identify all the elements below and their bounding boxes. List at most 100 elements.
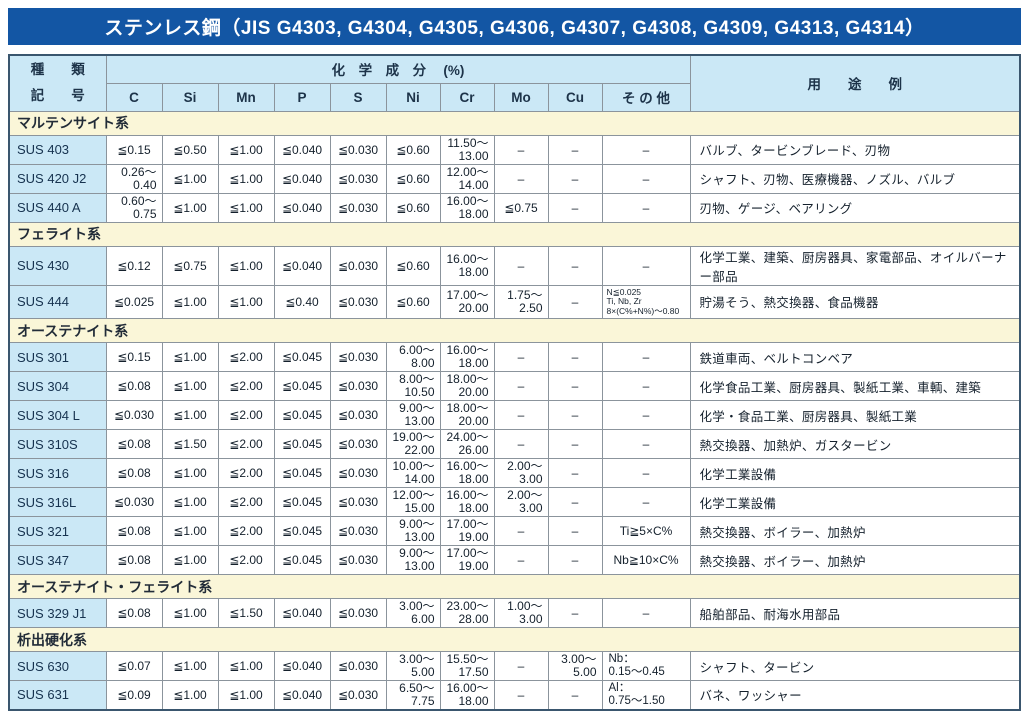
chem-value-cell: ≦1.00: [161, 371, 219, 401]
section-header: オーステナイト系: [8, 318, 1021, 343]
chem-value-cell: Nb： 0.15～0.45: [601, 651, 691, 681]
chem-value-cell: ≦0.040: [273, 651, 331, 681]
grade-code: SUS 403: [8, 134, 107, 165]
chem-value-cell: –: [493, 371, 549, 401]
grade-row: SUS 420 J2 0.26～ 0.40 ≦1.00 ≦1.00 ≦0.040 ≦0.03…: [8, 163, 1021, 194]
grade-code: SUS 304 L: [8, 400, 107, 430]
chem-value-cell: –: [547, 458, 603, 488]
chem-value-cell: ≦0.030: [105, 487, 163, 517]
chem-value-cell: ≦0.045: [273, 458, 331, 488]
page-title: ステンレス鋼（JIS G4303, G4304, G4305, G4306, G…: [8, 8, 1021, 45]
chem-value-cell: –: [493, 516, 549, 546]
chem-value-cell: 3.00～ 5.00: [547, 651, 603, 681]
chem-value-cell: ≦0.030: [329, 163, 387, 194]
table-header: 種 類 記 号 化 学 成 分 (%) 用 途 例 C Si Mn P S Ni…: [8, 54, 1021, 112]
chem-value-cell: 9.00～ 13.00: [385, 516, 441, 546]
chem-value-cell: ≦1.00: [161, 163, 219, 194]
grade-row: SUS 316L ≦0.030 ≦1.00 ≦2.00 ≦0.045 ≦0.030 12.0…: [8, 487, 1021, 517]
chem-value-cell: 23.00～ 28.00: [439, 598, 495, 628]
grade-code: SUS 420 J2: [8, 163, 107, 194]
chem-value-cell: 24.00～ 26.00: [439, 429, 495, 459]
grade-code: SUS 321: [8, 516, 107, 546]
chem-value-cell: ≦0.60: [385, 163, 441, 194]
chem-value-cell: ≦1.00: [161, 516, 219, 546]
chem-value-cell: –: [601, 371, 691, 401]
chem-value-cell: ≦1.00: [217, 284, 275, 319]
chem-value-cell: ≦0.08: [105, 516, 163, 546]
usage-cell: 化学工業、建築、厨房器具、家電部品、オイルバーナー部品: [689, 245, 1021, 286]
usage-cell: シャフト、タービン: [689, 651, 1021, 681]
chem-value-cell: 18.00～ 20.00: [439, 371, 495, 401]
chem-value-cell: 16.00～ 18.00: [439, 487, 495, 517]
chem-value-cell: ≦2.00: [217, 487, 275, 517]
grade-code: SUS 310S: [8, 429, 107, 459]
chem-value-cell: –: [493, 134, 549, 165]
usage-cell: 化学工業設備: [689, 458, 1021, 488]
section-row: フェライト系: [8, 221, 1021, 247]
chem-value-cell: –: [601, 192, 691, 223]
col-header-mn: Mn: [217, 82, 275, 112]
chem-value-cell: 2.00～ 3.00: [493, 458, 549, 488]
chem-value-cell: 9.00～ 13.00: [385, 545, 441, 575]
chem-value-cell: 16.00～ 18.00: [439, 458, 495, 488]
grade-row: SUS 316 ≦0.08 ≦1.00 ≦2.00 ≦0.045 ≦0.030 10.00～…: [8, 458, 1021, 488]
section-header: マルテンサイト系: [8, 110, 1021, 136]
chem-value-cell: ≦0.040: [273, 598, 331, 628]
chem-value-cell: 16.00～ 18.00: [439, 342, 495, 372]
grade-row: SUS 444 ≦0.025 ≦1.00 ≦1.00 ≦0.40 ≦0.030 ≦0.60 1…: [8, 284, 1021, 319]
chem-value-cell: –: [601, 245, 691, 286]
chem-value-cell: ≦0.030: [329, 487, 387, 517]
chem-value-cell: ≦0.030: [329, 429, 387, 459]
grade-row: SUS 304 ≦0.08 ≦1.00 ≦2.00 ≦0.045 ≦0.030 8.00～ 1…: [8, 371, 1021, 401]
chem-value-cell: 2.00～ 3.00: [493, 487, 549, 517]
chem-value-cell: –: [547, 598, 603, 628]
usage-cell: 熱交換器、加熱炉、ガスタービン: [689, 429, 1021, 459]
chem-value-cell: –: [547, 284, 603, 319]
grade-row: SUS 631 ≦0.09 ≦1.00 ≦1.00 ≦0.040 ≦0.030 6.50～ 7…: [8, 680, 1021, 710]
grade-row: SUS 301 ≦0.15 ≦1.00 ≦2.00 ≦0.045 ≦0.030 6.00～ 8…: [8, 342, 1021, 372]
grade-row: SUS 430 ≦0.12 ≦0.75 ≦1.00 ≦0.040 ≦0.030 ≦0.60 1…: [8, 245, 1021, 286]
chem-value-cell: 17.00～ 19.00: [439, 545, 495, 575]
col-header-c: C: [105, 82, 163, 112]
chem-value-cell: 12.00～ 15.00: [385, 487, 441, 517]
chem-value-cell: ≦0.09: [105, 680, 163, 710]
section-row: オーステナイト系: [8, 318, 1021, 343]
chem-value-cell: ≦0.60: [385, 284, 441, 319]
stainless-steel-spec-table: 種 類 記 号 化 学 成 分 (%) 用 途 例 C Si Mn P S Ni…: [8, 54, 1021, 711]
chem-value-cell: –: [601, 163, 691, 194]
grade-code: SUS 329 J1: [8, 598, 107, 628]
chem-value-cell: 3.00～ 6.00: [385, 598, 441, 628]
usage-cell: 化学・食品工業、厨房器具、製紙工業: [689, 400, 1021, 430]
col-header-si: Si: [161, 82, 219, 112]
grade-code: SUS 440 A: [8, 192, 107, 223]
chem-value-cell: ≦0.15: [105, 134, 163, 165]
chem-value-cell: ≦2.00: [217, 458, 275, 488]
chem-value-cell: 0.26～ 0.40: [105, 163, 163, 194]
chem-value-cell: ≦0.030: [329, 651, 387, 681]
chem-value-cell: 16.00～ 18.00: [439, 192, 495, 223]
chem-value-cell: –: [601, 458, 691, 488]
chem-value-cell: –: [547, 134, 603, 165]
chemical-composition-header: 化 学 成 分 (%): [105, 54, 691, 84]
chem-value-cell: ≦0.045: [273, 545, 331, 575]
table-body: マルテンサイト系 SUS 403 ≦0.15 ≦0.50 ≦1.00 ≦0.040 ≦0.0…: [8, 110, 1021, 710]
chem-value-cell: ≦0.030: [329, 342, 387, 372]
grade-code: SUS 301: [8, 342, 107, 372]
grade-row: SUS 630 ≦0.07 ≦1.00 ≦1.00 ≦0.040 ≦0.030 3.00～ 5…: [8, 651, 1021, 681]
chem-value-cell: ≦1.00: [161, 192, 219, 223]
chem-value-cell: Al： 0.75～1.50: [601, 680, 691, 710]
chem-value-cell: –: [547, 342, 603, 372]
chem-value-cell: ≦0.045: [273, 516, 331, 546]
chem-value-cell: 8.00～ 10.50: [385, 371, 441, 401]
grade-row: SUS 310S ≦0.08 ≦1.50 ≦2.00 ≦0.045 ≦0.030 19.00…: [8, 429, 1021, 459]
chem-value-cell: –: [493, 545, 549, 575]
chem-value-cell: 6.00～ 8.00: [385, 342, 441, 372]
chem-value-cell: Nb≧10×C%: [601, 545, 691, 575]
chem-value-cell: –: [601, 598, 691, 628]
chem-value-cell: ≦0.40: [273, 284, 331, 319]
grade-code: SUS 444: [8, 284, 107, 319]
chem-value-cell: 16.00～ 18.00: [439, 680, 495, 710]
chem-value-cell: 1.00～ 3.00: [493, 598, 549, 628]
usage-header: 用 途 例: [689, 54, 1021, 112]
chem-value-cell: –: [601, 342, 691, 372]
